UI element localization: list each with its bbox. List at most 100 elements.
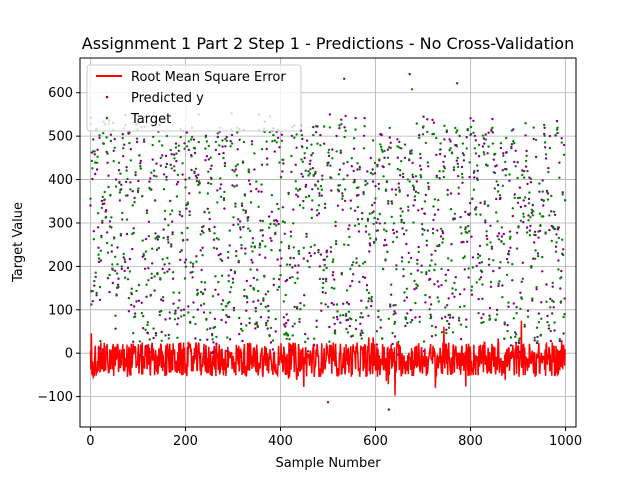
predicted-point: [163, 218, 167, 221]
predicted-point: [522, 199, 525, 202]
target-point: [549, 306, 552, 309]
target-point: [509, 336, 513, 339]
predicted-point: [486, 237, 489, 241]
predicted-point: [124, 180, 128, 184]
x-axis-label: Sample Number: [275, 456, 381, 471]
predicted-point: [166, 270, 169, 273]
predicted-point: [153, 289, 156, 292]
target-point: [528, 191, 531, 194]
target-point: [494, 318, 497, 321]
predicted-point: [117, 169, 121, 172]
target-point: [220, 274, 224, 277]
predicted-point: [281, 206, 285, 209]
target-point: [359, 332, 362, 335]
target-point: [109, 139, 113, 143]
predicted-point: [190, 168, 193, 172]
target-point: [103, 198, 106, 202]
predicted-point: [223, 162, 227, 165]
target-point: [329, 164, 332, 167]
target-point: [405, 287, 409, 290]
target-point: [266, 290, 270, 293]
target-point: [336, 310, 339, 313]
predicted-point: [435, 153, 438, 157]
target-point: [122, 252, 125, 256]
predicted-point: [473, 134, 476, 138]
target-point: [208, 229, 211, 233]
predicted-point: [240, 204, 244, 207]
target-point: [550, 194, 553, 198]
predicted-point: [296, 271, 299, 274]
target-point: [554, 133, 557, 137]
predicted-point: [164, 318, 167, 321]
predicted-point: [331, 274, 334, 277]
target-point: [516, 196, 520, 200]
target-point: [273, 222, 276, 226]
target-point: [398, 146, 401, 149]
predicted-point: [266, 157, 269, 160]
target-point: [433, 198, 437, 201]
target-point: [183, 147, 186, 150]
target-point: [332, 258, 335, 261]
legend-marker-target: [105, 116, 109, 120]
target-point: [169, 148, 172, 152]
predicted-point: [321, 291, 324, 294]
predicted-point: [485, 234, 488, 238]
target-point: [558, 338, 561, 341]
target-point: [331, 157, 334, 160]
predicted-point: [277, 222, 280, 226]
predicted-point: [135, 140, 139, 144]
predicted-point: [339, 151, 342, 154]
target-point: [153, 199, 157, 202]
predicted-point: [94, 275, 97, 279]
predicted-point: [116, 246, 119, 249]
target-point: [199, 290, 203, 294]
target-point: [533, 257, 537, 260]
predicted-point: [95, 168, 99, 171]
target-point: [455, 145, 458, 148]
predicted-point: [284, 325, 287, 328]
target-point: [131, 204, 134, 207]
target-point: [531, 297, 534, 300]
target-point: [209, 311, 212, 314]
predicted-point: [344, 114, 347, 118]
predicted-point: [206, 207, 209, 210]
predicted-point: [364, 230, 368, 233]
target-point: [121, 211, 124, 215]
target-point: [379, 143, 382, 146]
target-point: [473, 147, 476, 150]
target-point: [552, 300, 555, 303]
predicted-point: [420, 264, 423, 267]
target-point: [515, 247, 519, 250]
target-point: [557, 268, 560, 271]
predicted-point: [217, 293, 220, 296]
target-point: [176, 336, 179, 339]
predicted-point: [108, 220, 112, 223]
target-point: [153, 275, 156, 278]
target-point: [105, 241, 109, 245]
target-point: [534, 138, 538, 142]
target-point: [402, 268, 405, 271]
predicted-point: [380, 133, 383, 137]
target-point: [255, 322, 258, 326]
predicted-point: [318, 265, 322, 268]
target-point: [383, 222, 387, 225]
predicted-point: [353, 178, 356, 182]
target-point: [269, 326, 273, 330]
predicted-point: [536, 335, 539, 339]
target-point: [522, 212, 525, 215]
target-point: [295, 305, 299, 309]
predicted-point: [318, 192, 321, 195]
predicted-point: [550, 210, 553, 213]
target-point: [353, 224, 357, 227]
predicted-point: [203, 288, 207, 291]
predicted-point: [123, 143, 126, 146]
target-point: [112, 160, 115, 163]
target-point: [136, 190, 140, 194]
predicted-point: [309, 159, 312, 162]
target-point: [161, 258, 164, 261]
predicted-point: [93, 153, 96, 156]
predicted-point: [392, 232, 396, 235]
target-point: [406, 321, 409, 325]
target-point: [376, 217, 380, 221]
predicted-point: [299, 302, 302, 305]
